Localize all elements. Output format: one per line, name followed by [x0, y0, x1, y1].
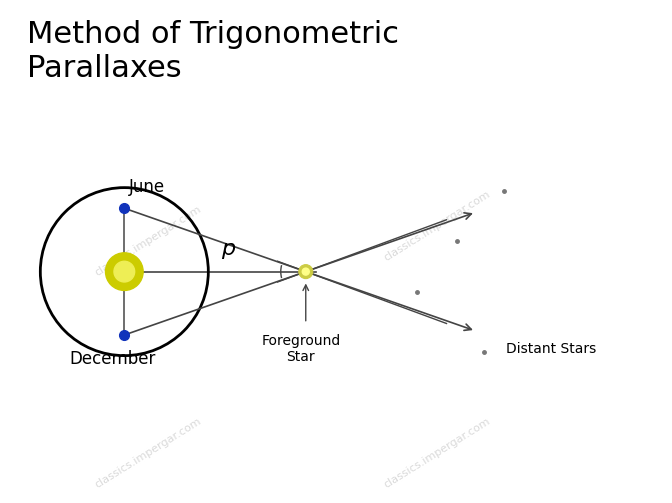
Text: classics.impergar.com: classics.impergar.com	[382, 416, 492, 489]
Text: December: December	[69, 350, 156, 368]
Text: classics.impergar.com: classics.impergar.com	[93, 416, 203, 489]
Text: classics.impergar.com: classics.impergar.com	[382, 190, 492, 263]
Circle shape	[302, 268, 309, 275]
Text: June: June	[129, 178, 165, 196]
Text: p: p	[221, 239, 236, 259]
Text: Distant Stars: Distant Stars	[506, 342, 596, 356]
Circle shape	[114, 261, 134, 282]
Text: Method of Trigonometric
Parallaxes: Method of Trigonometric Parallaxes	[27, 20, 399, 82]
Text: Foreground
Star: Foreground Star	[261, 333, 341, 364]
Text: classics.impergar.com: classics.impergar.com	[93, 205, 203, 278]
Circle shape	[106, 253, 143, 290]
Circle shape	[299, 265, 312, 279]
